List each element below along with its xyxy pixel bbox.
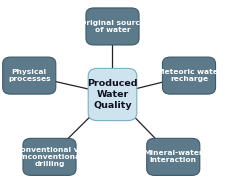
Text: Meteoric water
recharge: Meteoric water recharge [157,69,221,82]
Text: Mineral-water
interaction: Mineral-water interaction [144,150,203,163]
FancyBboxPatch shape [23,138,76,175]
FancyBboxPatch shape [3,57,56,94]
FancyBboxPatch shape [147,138,200,175]
Text: Physical
processes: Physical processes [8,69,51,82]
Text: Conventional vs
Unconventional
drilling: Conventional vs Unconventional drilling [16,147,83,167]
Text: Produced
Water
Quality: Produced Water Quality [87,79,138,110]
FancyBboxPatch shape [86,8,139,45]
Text: Original source
of water: Original source of water [80,20,145,33]
FancyBboxPatch shape [162,57,216,94]
FancyBboxPatch shape [88,68,137,121]
